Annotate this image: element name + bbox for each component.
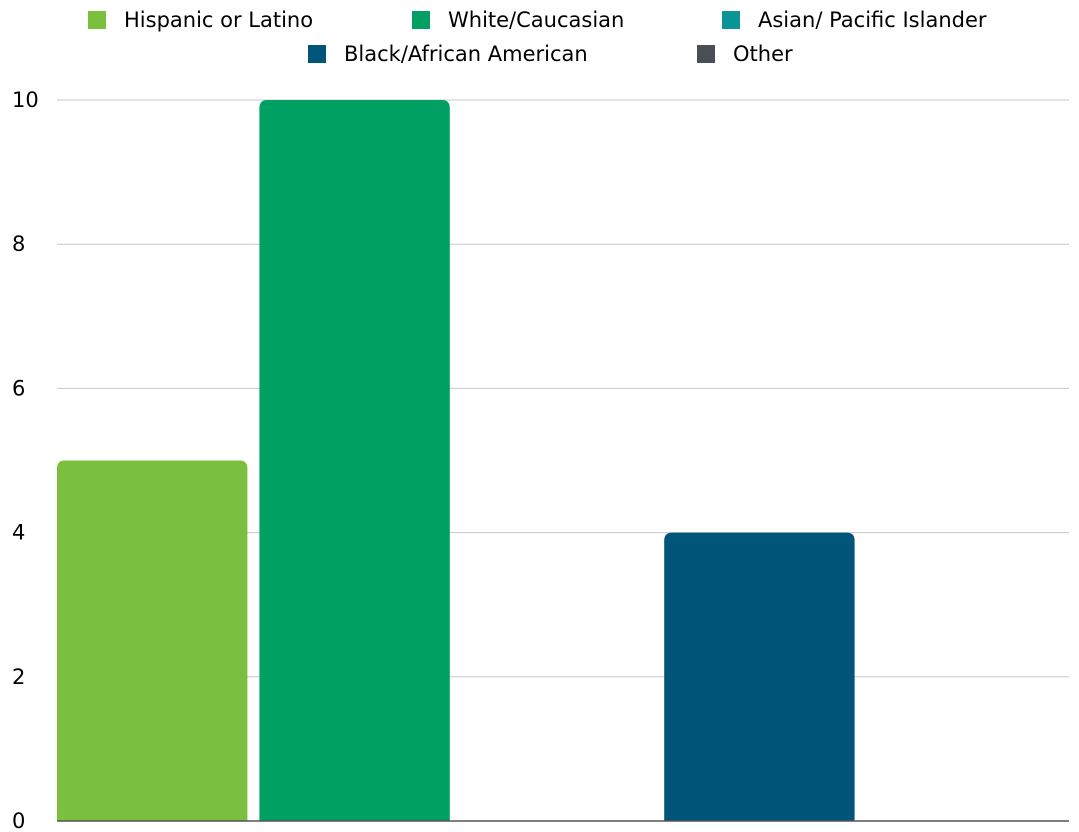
bar-white-caucasian (259, 100, 449, 821)
bar-hispanic-or-latino (57, 461, 247, 822)
y-tick-label-4: 4 (12, 521, 25, 545)
y-tick-label-6: 6 (12, 376, 25, 400)
bar-black-african-american (664, 533, 854, 821)
y-tick-label-10: 10 (12, 88, 39, 112)
y-axis-tick-labels: 0 2 4 6 8 10 (12, 88, 39, 832)
bars (57, 100, 855, 821)
y-tick-label-2: 2 (12, 665, 25, 689)
y-tick-label-8: 8 (12, 232, 25, 256)
y-tick-label-0: 0 (12, 809, 25, 832)
